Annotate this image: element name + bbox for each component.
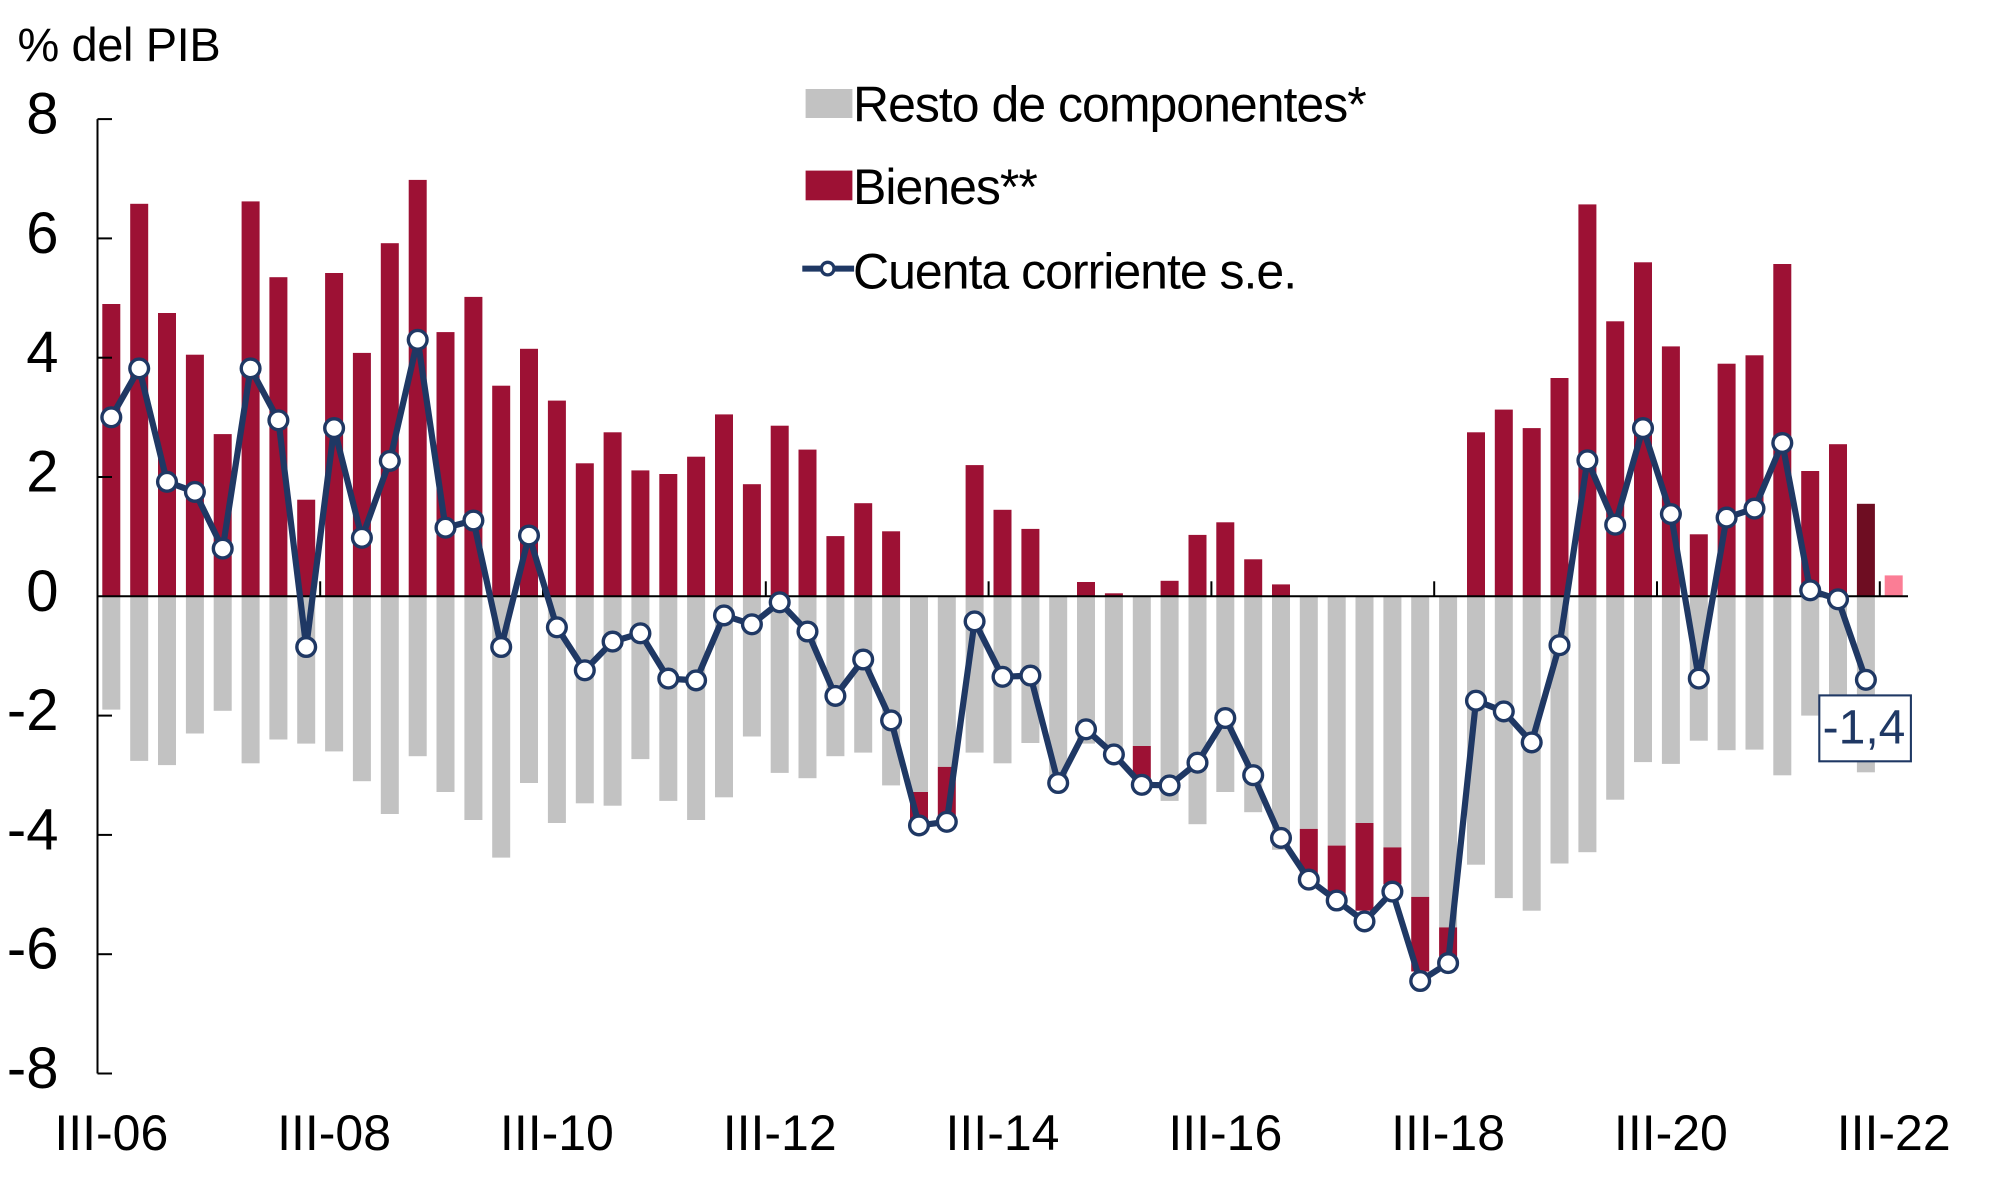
svg-text:III-08: III-08	[277, 1105, 391, 1161]
svg-text:III-12: III-12	[723, 1105, 837, 1161]
svg-text:2: 2	[26, 440, 58, 505]
svg-text:III-20: III-20	[1614, 1105, 1728, 1161]
svg-text:-6: -6	[7, 917, 59, 982]
svg-text:III-06: III-06	[54, 1105, 168, 1161]
svg-text:8: 8	[26, 82, 58, 147]
svg-text:Bienes**: Bienes**	[853, 159, 1037, 215]
svg-text:% del PIB: % del PIB	[18, 18, 221, 71]
svg-text:III-18: III-18	[1391, 1105, 1505, 1161]
svg-text:0: 0	[26, 559, 58, 624]
svg-text:III-14: III-14	[946, 1105, 1060, 1161]
svg-text:III-22: III-22	[1837, 1105, 1951, 1161]
svg-text:-8: -8	[7, 1036, 59, 1101]
svg-text:6: 6	[26, 201, 58, 266]
svg-text:III-10: III-10	[500, 1105, 614, 1161]
svg-text:-4: -4	[7, 797, 59, 862]
svg-text:-1,4: -1,4	[1823, 702, 1906, 755]
svg-text:Resto de componentes*: Resto de componentes*	[853, 77, 1366, 133]
svg-text:III-16: III-16	[1168, 1105, 1282, 1161]
svg-text:-2: -2	[7, 678, 59, 743]
svg-text:4: 4	[26, 320, 58, 385]
svg-text:Cuenta corriente s.e.: Cuenta corriente s.e.	[853, 244, 1296, 300]
